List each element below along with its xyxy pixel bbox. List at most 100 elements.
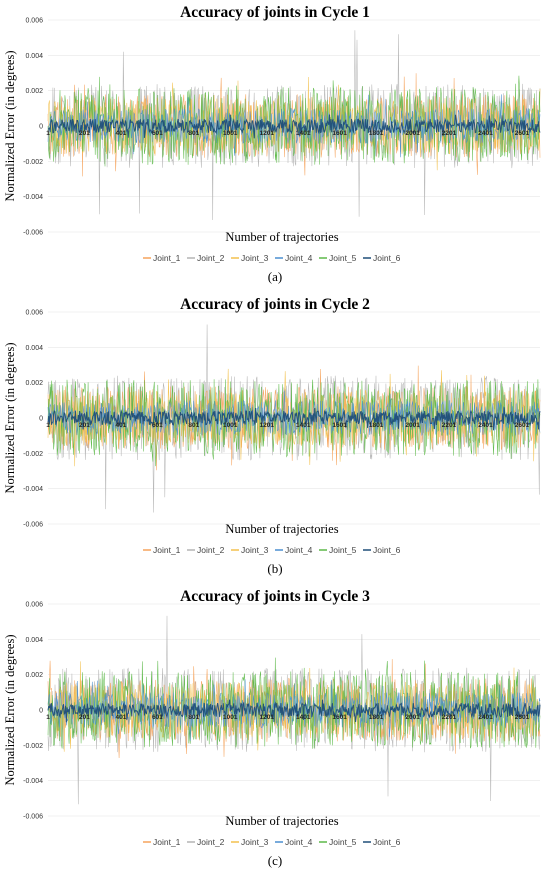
x-tick-label: 201	[79, 130, 90, 137]
x-tick-label: 1	[46, 130, 50, 137]
x-tick-label: 1201	[260, 714, 275, 721]
y-tick-label: 0	[39, 708, 43, 715]
y-tick-label: 0.006	[25, 310, 43, 317]
y-tick-label: 0.002	[25, 380, 43, 387]
x-tick-label: 2601	[515, 422, 530, 429]
y-tick-label: 0	[39, 124, 43, 131]
x-tick-label: 201	[79, 714, 90, 721]
legend-entry: Joint_1	[153, 545, 181, 555]
y-tick-label: -0.002	[23, 159, 43, 166]
legend-entry: Joint_1	[153, 837, 181, 847]
x-tick-label: 1201	[260, 422, 275, 429]
x-tick-label: 401	[115, 714, 126, 721]
y-tick-label: 0.004	[25, 637, 43, 644]
series-line-joint-5	[47, 657, 541, 749]
x-axis-label: Number of trajectories	[225, 522, 338, 536]
x-tick-label: 2201	[442, 130, 457, 137]
legend-entry: Joint_2	[197, 837, 225, 847]
legend-entry: Joint_2	[197, 545, 225, 555]
legend-entry: Joint_2	[197, 253, 225, 263]
x-tick-label: 2001	[405, 130, 420, 137]
x-tick-label: 1401	[296, 422, 311, 429]
y-tick-label: -0.006	[23, 814, 43, 821]
x-tick-label: 2601	[515, 130, 530, 137]
x-tick-label: 801	[188, 130, 199, 137]
x-tick-label: 2001	[405, 422, 420, 429]
y-axis-label: Normalized Error (in degrees)	[3, 343, 17, 494]
x-tick-label: 2401	[478, 130, 493, 137]
x-tick-label: 801	[188, 422, 199, 429]
x-tick-label: 1801	[369, 130, 384, 137]
series-line-joint-2	[47, 30, 541, 221]
y-axis-label: Normalized Error (in degrees)	[3, 635, 17, 786]
x-tick-label: 2201	[442, 422, 457, 429]
x-tick-label: 1401	[296, 130, 311, 137]
series-line-joint-6	[47, 698, 541, 723]
x-tick-label: 1801	[369, 714, 384, 721]
x-tick-label: 2401	[478, 422, 493, 429]
x-tick-label: 1	[46, 714, 50, 721]
y-tick-label: 0.004	[25, 53, 43, 60]
y-tick-label: -0.006	[23, 522, 43, 529]
y-tick-label: 0.006	[25, 18, 43, 25]
x-tick-label: 601	[152, 422, 163, 429]
legend-entry: Joint_5	[329, 545, 357, 555]
x-tick-label: 1401	[296, 714, 311, 721]
legend-entry: Joint_4	[285, 837, 313, 847]
chart-panel-a: 0.006 0.004 0.002 0 -0.002 -0.004 -0.006 1 201 40…	[0, 0, 550, 292]
y-tick-label: 0.002	[25, 672, 43, 679]
y-tick-label: -0.006	[23, 230, 43, 237]
y-tick-label: -0.004	[23, 778, 43, 785]
panel-label: (a)	[268, 269, 282, 284]
y-tick-label: 0.002	[25, 88, 43, 95]
x-tick-label: 1001	[223, 130, 238, 137]
chart-title: Accuracy of joints in Cycle 2	[180, 296, 370, 313]
x-tick-label: 801	[188, 714, 199, 721]
x-tick-label: 1601	[332, 422, 347, 429]
x-tick-label: 601	[152, 130, 163, 137]
legend-entry: Joint_4	[285, 545, 313, 555]
x-tick-label: 2001	[405, 714, 420, 721]
x-axis-label: Number of trajectories	[225, 814, 338, 828]
series-line-joint-4	[47, 390, 541, 436]
chart-panel-c: 0.006 0.004 0.002 0 -0.002 -0.004 -0.006 1 201 40…	[0, 584, 550, 877]
legend-entry: Joint_3	[241, 837, 269, 847]
chart-title: Accuracy of joints in Cycle 1	[180, 4, 370, 21]
series-line-joint-6	[47, 114, 541, 139]
chart-panel-b: 0.006 0.004 0.002 0 -0.002 -0.004 -0.006 1 201 40…	[0, 292, 550, 584]
x-tick-label: 201	[79, 422, 90, 429]
y-tick-label: 0.006	[25, 602, 43, 609]
legend-entry: Joint_6	[373, 837, 401, 847]
y-tick-label: -0.004	[23, 194, 43, 201]
legend-entry: Joint_3	[241, 545, 269, 555]
x-tick-label: 2601	[515, 714, 530, 721]
x-tick-label: 2201	[442, 714, 457, 721]
x-tick-label: 1201	[260, 130, 275, 137]
y-tick-label: -0.004	[23, 486, 43, 493]
legend-entry: Joint_3	[241, 253, 269, 263]
legend-entry: Joint_6	[373, 545, 401, 555]
x-axis-label: Number of trajectories	[225, 230, 338, 244]
chart-title: Accuracy of joints in Cycle 3	[180, 588, 370, 605]
x-tick-label: 1001	[223, 714, 238, 721]
legend-entry: Joint_4	[285, 253, 313, 263]
y-tick-label: -0.002	[23, 451, 43, 458]
panel-label: (b)	[267, 561, 282, 576]
x-tick-label: 1801	[369, 422, 384, 429]
legend-entry: Joint_5	[329, 253, 357, 263]
y-axis-label: Normalized Error (in degrees)	[3, 51, 17, 202]
legend-entry: Joint_1	[153, 253, 181, 263]
series-line-joint-6	[47, 407, 541, 431]
x-tick-label: 401	[115, 422, 126, 429]
x-tick-label: 1601	[332, 714, 347, 721]
series-line-joint-5	[47, 75, 541, 167]
panel-label: (c)	[268, 853, 282, 868]
legend-entry: Joint_6	[373, 253, 401, 263]
x-tick-label: 1	[46, 422, 50, 429]
y-tick-label: -0.002	[23, 743, 43, 750]
series-line-joint-4	[47, 679, 541, 741]
x-tick-label: 601	[152, 714, 163, 721]
